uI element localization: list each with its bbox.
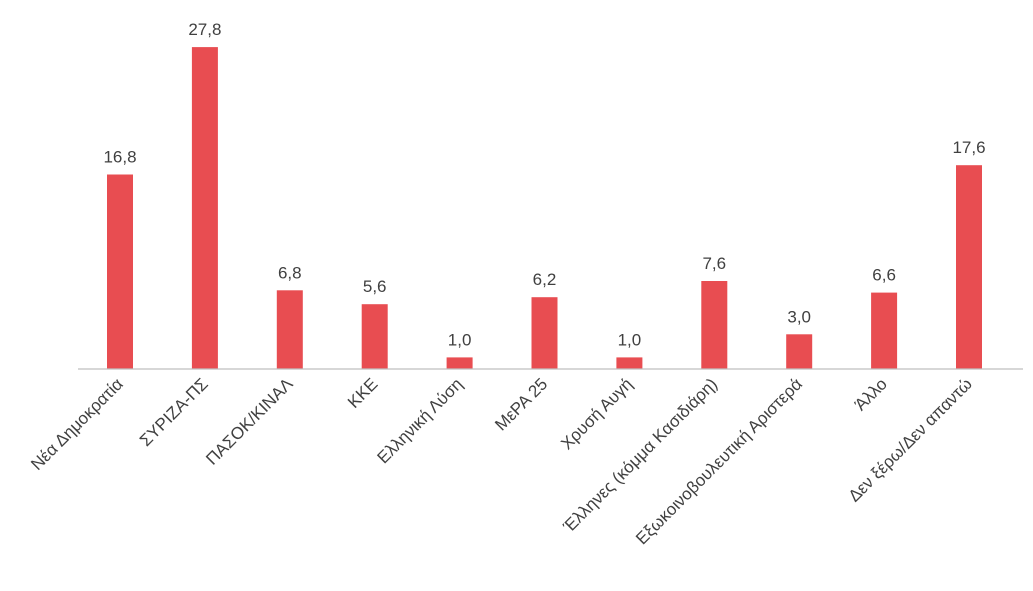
- value-label-5: 6,2: [533, 270, 557, 289]
- category-label-8: Εξωκοινοβουλευτική Αριστερά: [632, 374, 806, 548]
- value-label-1: 27,8: [188, 20, 221, 39]
- category-label-2: ΠΑΣΟΚ/ΚΙΝΑΛ: [202, 374, 297, 469]
- category-label-0: Νέα Δημοκρατία: [27, 374, 127, 474]
- value-labels-group: 16,8 27,8 6,8 5,6 1,0 6,2 1,0 7,6 3,0 6,6 17,6: [103, 20, 985, 349]
- value-label-9: 6,6: [872, 266, 896, 285]
- value-label-0: 16,8: [103, 148, 136, 167]
- bar-1: [191, 47, 218, 369]
- bar-6: [616, 357, 643, 369]
- bar-3: [361, 304, 388, 369]
- bar-8: [786, 334, 813, 369]
- value-label-4: 1,0: [448, 330, 472, 349]
- bar-0: [107, 174, 133, 369]
- bar-2: [276, 290, 303, 369]
- value-label-8: 3,0: [787, 307, 811, 326]
- category-label-6: Χρυσή Αυγή: [557, 374, 636, 453]
- category-label-4: Ελληνική Λύση: [373, 374, 466, 467]
- bar-10: [956, 165, 982, 369]
- category-label-7: Έλληνες (κόμμα Κασιδιάρη): [559, 374, 721, 536]
- category-label-1: ΣΥΡΙΖΑ-ΠΣ: [136, 374, 212, 450]
- bar-5: [531, 297, 558, 369]
- category-label-3: ΚΚΕ: [344, 374, 381, 411]
- value-label-7: 7,6: [702, 254, 726, 273]
- bar-9: [871, 292, 898, 369]
- value-label-10: 17,6: [952, 138, 985, 157]
- category-label-9: Άλλο: [851, 374, 891, 414]
- category-label-5: ΜεΡΑ 25: [491, 374, 551, 434]
- bar-7: [701, 281, 728, 369]
- value-label-2: 6,8: [278, 263, 302, 282]
- value-label-3: 5,6: [363, 277, 387, 296]
- bar-4: [446, 357, 473, 369]
- bars-group: [107, 47, 982, 369]
- value-label-6: 1,0: [618, 330, 642, 349]
